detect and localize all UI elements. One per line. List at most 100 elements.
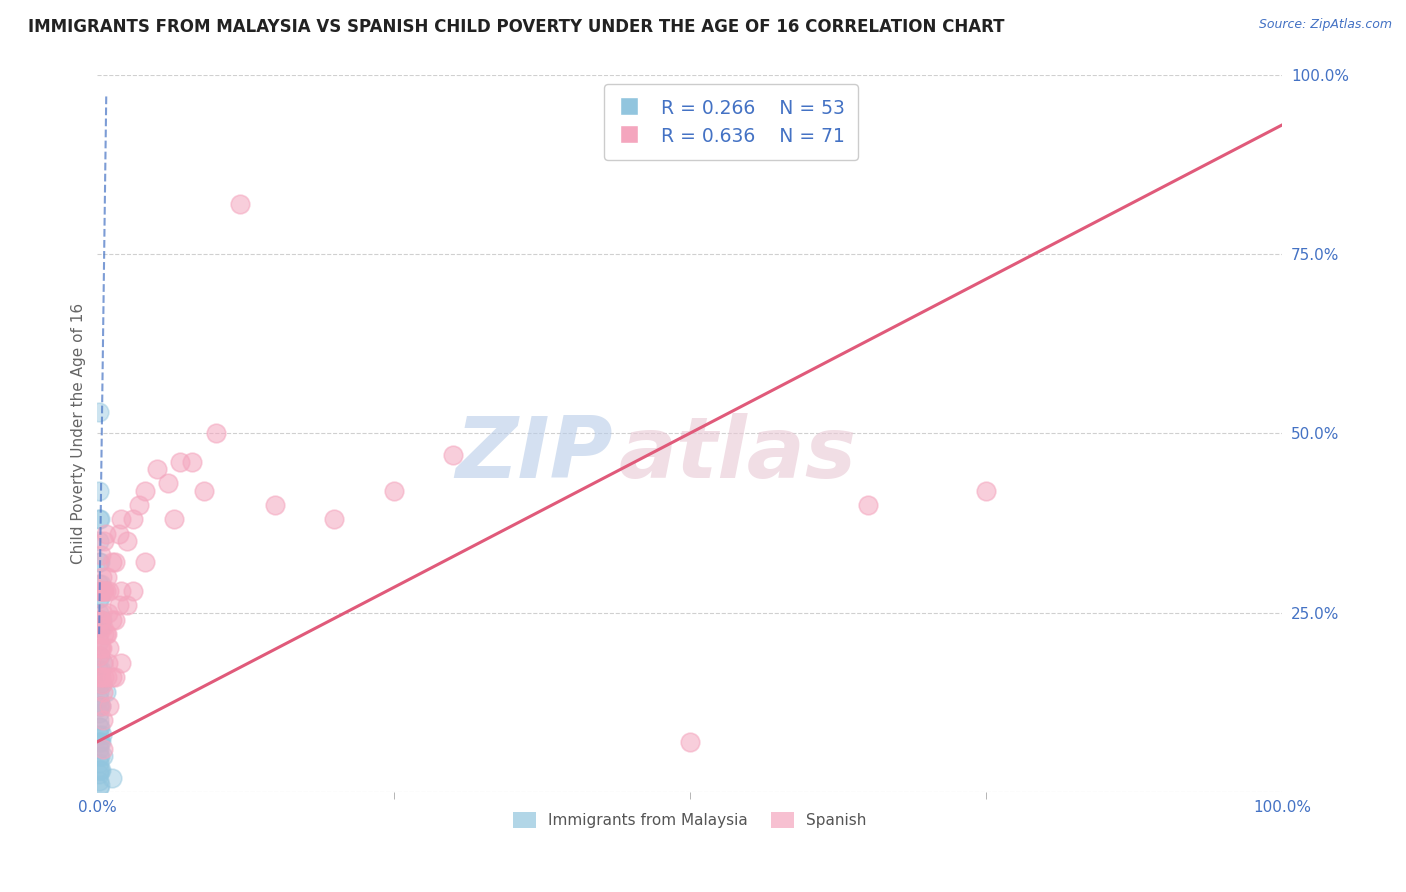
Point: [193, 483, 215, 498]
Point: [110, 656, 132, 670]
Point: [323, 512, 346, 526]
Point: [90, 670, 112, 684]
Point: [94, 584, 117, 599]
Point: [87, 648, 110, 663]
Point: [87, 756, 110, 771]
Text: Source: ZipAtlas.com: Source: ZipAtlas.com: [1258, 18, 1392, 31]
Point: [104, 555, 127, 569]
Point: [90, 698, 112, 713]
Point: [89, 591, 111, 606]
Point: [93, 533, 115, 548]
Point: [94, 526, 117, 541]
Point: [89, 512, 111, 526]
Point: [87, 742, 110, 756]
Point: [91, 677, 114, 691]
Point: [205, 426, 228, 441]
Point: [87, 634, 110, 648]
Point: [90, 735, 112, 749]
Point: [181, 455, 204, 469]
Point: [91, 656, 114, 670]
Point: [163, 512, 186, 526]
Point: [89, 735, 111, 749]
Point: [134, 483, 156, 498]
Point: [110, 512, 132, 526]
Point: [115, 599, 138, 613]
Point: [91, 613, 114, 627]
Point: [90, 548, 112, 562]
Point: [264, 498, 287, 512]
Text: ZIP: ZIP: [456, 413, 613, 496]
Point: [110, 584, 132, 599]
Point: [90, 620, 112, 634]
Point: [382, 483, 405, 498]
Point: [157, 476, 180, 491]
Point: [87, 684, 110, 698]
Point: [228, 196, 250, 211]
Point: [89, 641, 111, 656]
Point: [104, 613, 127, 627]
Point: [91, 584, 114, 599]
Point: [87, 555, 110, 569]
Point: [87, 663, 110, 677]
Point: [91, 656, 114, 670]
Point: [93, 584, 115, 599]
Point: [128, 498, 150, 512]
Point: [89, 720, 111, 734]
Point: [856, 498, 879, 512]
Point: [87, 620, 110, 634]
Point: [107, 599, 129, 613]
Point: [100, 771, 122, 785]
Point: [89, 648, 111, 663]
Point: [87, 577, 110, 591]
Point: [87, 648, 110, 663]
Point: [91, 684, 114, 698]
Point: [96, 670, 118, 684]
Point: [91, 620, 114, 634]
Point: [87, 591, 110, 606]
Point: [91, 606, 114, 620]
Point: [98, 698, 121, 713]
Point: [115, 533, 138, 548]
Point: [87, 764, 110, 778]
Point: [89, 764, 111, 778]
Point: [87, 606, 110, 620]
Point: [91, 728, 114, 742]
Point: [91, 742, 114, 756]
Point: [90, 584, 112, 599]
Point: [91, 713, 114, 727]
Point: [89, 620, 111, 634]
Point: [87, 691, 110, 706]
Point: [87, 735, 110, 749]
Point: [87, 512, 110, 526]
Point: [93, 670, 115, 684]
Point: [90, 577, 112, 591]
Point: [90, 698, 112, 713]
Point: [94, 684, 117, 698]
Point: [974, 483, 997, 498]
Point: [87, 533, 110, 548]
Point: [98, 584, 121, 599]
Point: [91, 641, 114, 656]
Point: [107, 526, 129, 541]
Point: [96, 627, 118, 641]
Text: IMMIGRANTS FROM MALAYSIA VS SPANISH CHILD POVERTY UNDER THE AGE OF 16 CORRELATIO: IMMIGRANTS FROM MALAYSIA VS SPANISH CHIL…: [28, 18, 1005, 36]
Point: [87, 767, 110, 781]
Point: [122, 584, 145, 599]
Point: [145, 462, 167, 476]
Point: [89, 670, 111, 684]
Point: [87, 698, 110, 713]
Point: [89, 584, 111, 599]
Point: [89, 677, 111, 691]
Point: [97, 656, 120, 670]
Point: [89, 613, 111, 627]
Point: [87, 627, 110, 641]
Point: [87, 728, 110, 742]
Point: [87, 713, 110, 727]
Point: [89, 749, 111, 764]
Point: [90, 641, 112, 656]
Point: [87, 706, 110, 720]
Point: [679, 735, 702, 749]
Point: [90, 764, 112, 778]
Point: [104, 670, 127, 684]
Text: atlas: atlas: [619, 413, 856, 496]
